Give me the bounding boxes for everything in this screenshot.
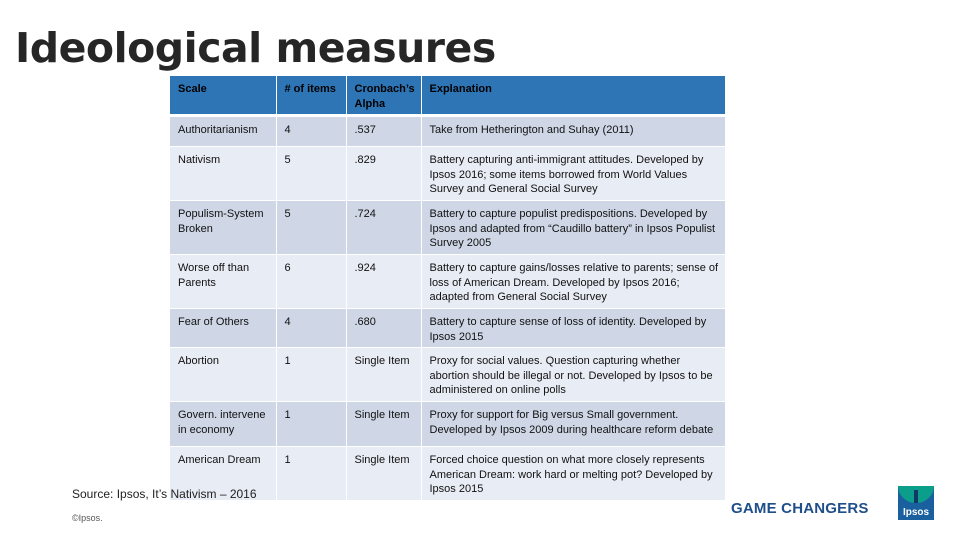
header-explanation: Explanation <box>421 76 725 117</box>
source-note: Source: Ipsos, It’s Nativism – 2016 <box>72 487 257 501</box>
table-header-row: Scale # of items Cronbach’s Alpha Explan… <box>170 76 725 117</box>
cell-items: 4 <box>276 308 347 348</box>
logo-text: Ipsos <box>902 507 930 518</box>
table-row: Authoritarianism 4 .537 Take from Hether… <box>170 115 725 147</box>
cell-items: 4 <box>276 115 347 147</box>
cell-explanation: Battery to capture populist predispositi… <box>421 200 725 255</box>
cell-items: 1 <box>276 401 347 447</box>
table-row: Abortion 1 Single Item Proxy for social … <box>170 347 725 402</box>
table-row: Populism-System Broken 5 .724 Battery to… <box>170 200 725 255</box>
cell-scale: Govern. intervene in economy <box>170 401 277 447</box>
table-row: American Dream 1 Single Item Forced choi… <box>170 446 725 501</box>
cell-alpha: .680 <box>346 308 422 348</box>
cell-explanation: Battery to capture gains/losses relative… <box>421 254 725 309</box>
header-items: # of items <box>276 76 347 117</box>
cell-explanation: Battery capturing anti-immigrant attitud… <box>421 146 725 201</box>
slide-title: Ideological measures <box>15 24 496 72</box>
copyright-text: ©Ipsos. <box>72 513 103 523</box>
table-row: Nativism 5 .829 Battery capturing anti-i… <box>170 146 725 201</box>
cell-scale: American Dream <box>170 446 277 501</box>
cell-items: 6 <box>276 254 347 309</box>
header-scale: Scale <box>170 76 277 117</box>
cell-alpha: Single Item <box>346 401 422 447</box>
table-row: Fear of Others 4 .680 Battery to capture… <box>170 308 725 348</box>
cell-alpha: .537 <box>346 115 422 147</box>
game-changers-tagline: GAME CHANGERS <box>731 500 869 517</box>
cell-explanation: Forced choice question on what more clos… <box>421 446 725 501</box>
table-row: Govern. intervene in economy 1 Single It… <box>170 401 725 447</box>
cell-explanation: Proxy for social values. Question captur… <box>421 347 725 402</box>
cell-items: 5 <box>276 200 347 255</box>
cell-explanation: Take from Hetherington and Suhay (2011) <box>421 115 725 147</box>
cell-items: 5 <box>276 146 347 201</box>
cell-alpha: Single Item <box>346 347 422 402</box>
cell-explanation: Battery to capture sense of loss of iden… <box>421 308 725 348</box>
cell-alpha: .829 <box>346 146 422 201</box>
cell-alpha: Single Item <box>346 446 422 501</box>
cell-alpha: .724 <box>346 200 422 255</box>
cell-scale: Fear of Others <box>170 308 277 348</box>
cell-items: 1 <box>276 347 347 402</box>
cell-scale: Worse off than Parents <box>170 254 277 309</box>
cell-scale: Nativism <box>170 146 277 201</box>
ipsos-logo: Ipsos <box>898 486 934 520</box>
cell-scale: Abortion <box>170 347 277 402</box>
cell-alpha: .924 <box>346 254 422 309</box>
cell-scale: Authoritarianism <box>170 115 277 147</box>
cell-items: 1 <box>276 446 347 501</box>
header-alpha: Cronbach’s Alpha <box>346 76 422 117</box>
measures-table: Scale # of items Cronbach’s Alpha Explan… <box>170 76 725 501</box>
table-row: Worse off than Parents 6 .924 Battery to… <box>170 254 725 309</box>
cell-explanation: Proxy for support for Big versus Small g… <box>421 401 725 447</box>
logo-bar-icon <box>914 490 918 503</box>
cell-scale: Populism-System Broken <box>170 200 277 255</box>
